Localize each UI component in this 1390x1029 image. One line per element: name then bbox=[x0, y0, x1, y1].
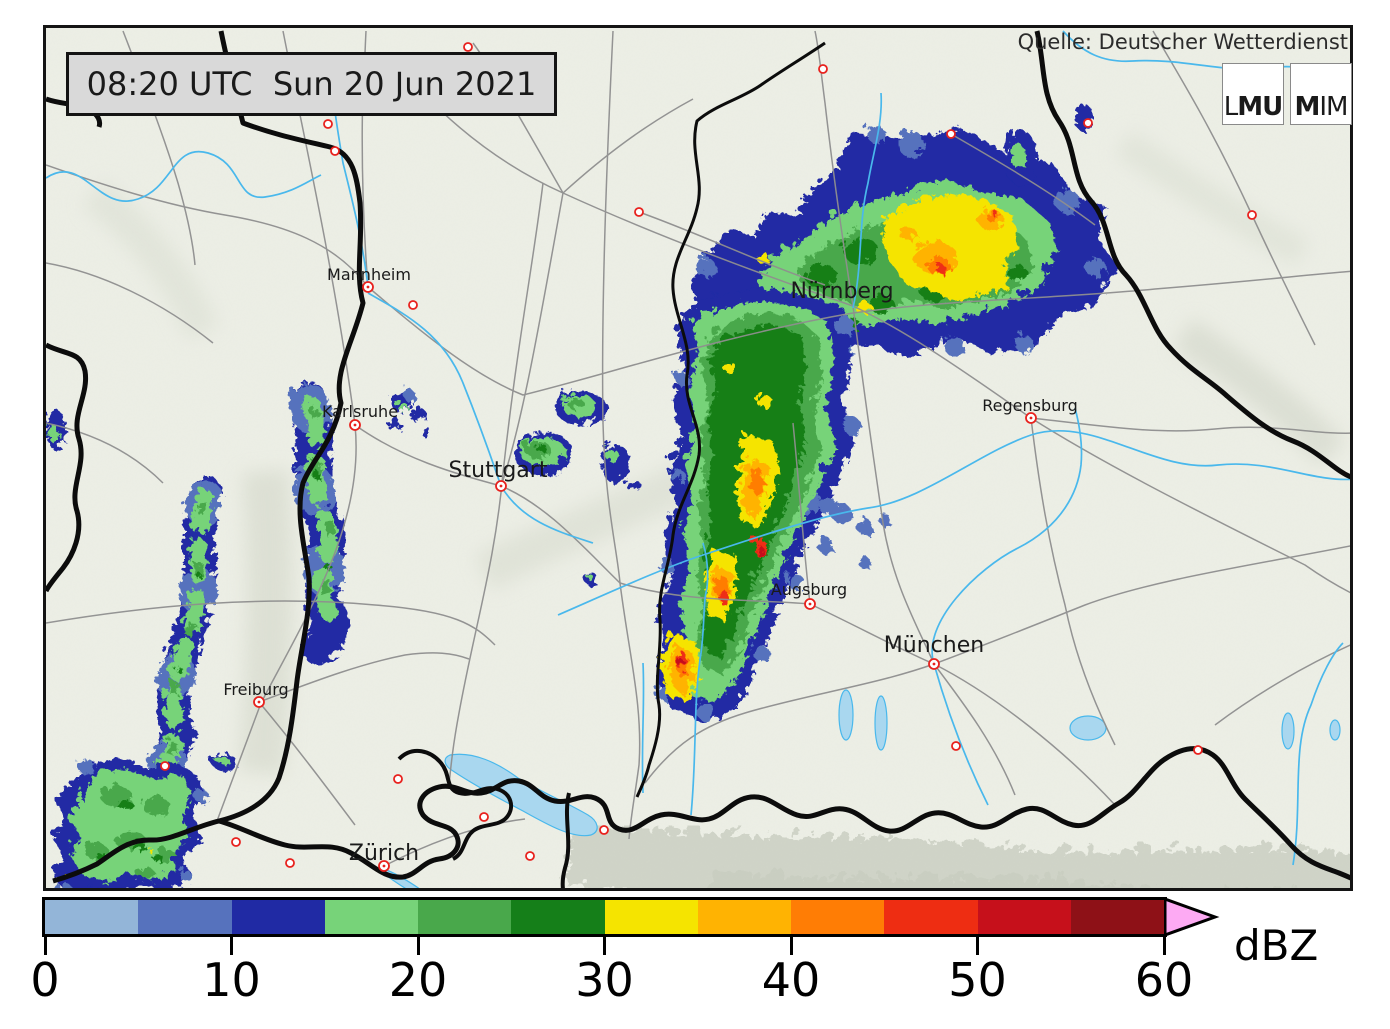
colorbar-segment-35-40 bbox=[697, 900, 791, 934]
radar-map: Mannheim Karlsruhe Stuttgart Freiburg Zü… bbox=[46, 28, 1350, 888]
radar-echoes bbox=[46, 101, 1115, 888]
colorbar-tick-label: 20 bbox=[388, 953, 448, 1007]
colorbar-tick bbox=[230, 937, 233, 955]
city-label-nuernberg: Nürnberg bbox=[790, 279, 893, 304]
colorbar-tick bbox=[43, 937, 47, 955]
colorbar-tick bbox=[976, 937, 979, 955]
colorbar-segment-30-35 bbox=[604, 900, 698, 934]
lmu-logo-light: L bbox=[1223, 92, 1238, 122]
mim-logo-bold: M bbox=[1294, 92, 1321, 122]
city-label-stuttgart: Stuttgart bbox=[449, 458, 548, 483]
colorbar-segment-0-5 bbox=[45, 900, 139, 934]
colorbar-segment-5-10 bbox=[138, 900, 232, 934]
colorbar-tick-label: 0 bbox=[30, 953, 60, 1007]
colorbar-tick bbox=[416, 937, 420, 955]
city-label-mannheim: Mannheim bbox=[327, 265, 411, 284]
lmu-logo-bold: MU bbox=[1237, 92, 1283, 122]
colorbar-segment-55-60 bbox=[1070, 900, 1164, 934]
city-label-karlsruhe: Karlsruhe bbox=[322, 402, 398, 421]
lmu-logo: L MU bbox=[1222, 63, 1284, 125]
source-credit: Quelle: Deutscher Wetterdienst bbox=[1017, 30, 1348, 54]
city-label-muenchen: München bbox=[884, 633, 984, 658]
town-marker bbox=[160, 42, 1257, 868]
colorbar-tick bbox=[789, 937, 793, 955]
colorbar-unit-label: dBZ bbox=[1234, 921, 1319, 970]
city-marker bbox=[253, 281, 1037, 872]
colorbar-tick bbox=[1162, 937, 1166, 955]
map-frame: Mannheim Karlsruhe Stuttgart Freiburg Zü… bbox=[43, 25, 1353, 891]
timestamp-badge: 08:20 UTC Sun 20 Jun 2021 bbox=[66, 52, 557, 116]
colorbar-overflow-arrow bbox=[1165, 897, 1220, 937]
roads bbox=[46, 30, 1350, 867]
colorbar-tick bbox=[603, 937, 606, 955]
colorbar-tick-label: 60 bbox=[1134, 953, 1194, 1007]
city-markers bbox=[160, 42, 1257, 872]
colorbar-segment-40-45 bbox=[791, 900, 885, 934]
colorbar-segments bbox=[42, 897, 1167, 937]
colorbar-tick-label: 50 bbox=[948, 953, 1007, 1007]
city-label-regensburg: Regensburg bbox=[982, 396, 1077, 415]
logos: L MU M IM bbox=[1222, 63, 1352, 125]
colorbar-segment-25-30 bbox=[511, 900, 605, 934]
colorbar: 0 10 20 30 40 50 60 dBZ bbox=[30, 897, 1390, 1027]
city-label-freiburg: Freiburg bbox=[223, 680, 288, 699]
mim-logo-light: IM bbox=[1319, 92, 1348, 122]
city-label-zuerich: Zürich bbox=[349, 841, 419, 866]
city-label-augsburg: Augsburg bbox=[771, 580, 847, 599]
colorbar-segment-20-25 bbox=[418, 900, 512, 934]
city-labels: Mannheim Karlsruhe Stuttgart Freiburg Zü… bbox=[223, 265, 1077, 866]
colorbar-tick-label: 10 bbox=[202, 953, 261, 1007]
colorbar-segment-10-15 bbox=[231, 900, 325, 934]
colorbar-segment-50-55 bbox=[977, 900, 1071, 934]
colorbar-segment-15-20 bbox=[324, 900, 418, 934]
colorbar-tick-label: 40 bbox=[761, 953, 821, 1007]
colorbar-tick-label: 30 bbox=[575, 953, 634, 1007]
colorbar-segment-45-50 bbox=[884, 900, 978, 934]
mim-logo: M IM bbox=[1290, 63, 1352, 125]
